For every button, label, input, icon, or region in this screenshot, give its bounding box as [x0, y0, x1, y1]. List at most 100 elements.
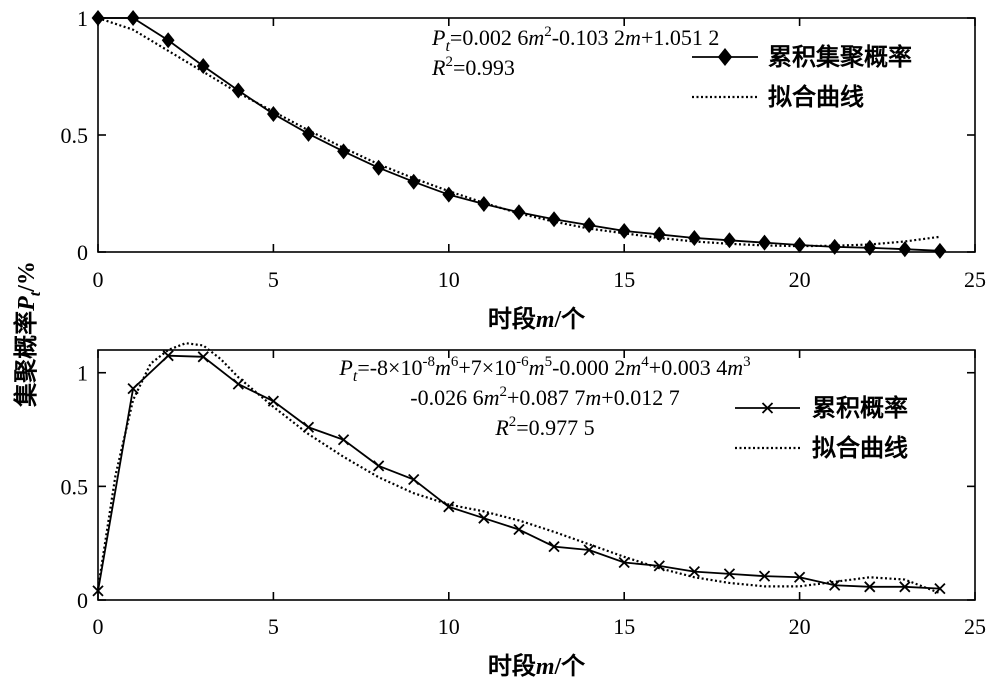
equation-segment: m	[585, 385, 601, 410]
data-point	[408, 473, 420, 486]
equation-segment: +7×10	[458, 355, 516, 380]
x-tick-label: 0	[93, 267, 104, 292]
x-tick-label: 25	[964, 267, 986, 292]
data-point	[302, 125, 315, 142]
equation-segment: R	[431, 55, 446, 80]
equation-segment: m	[625, 25, 641, 50]
equation-segment: P	[431, 25, 445, 50]
equation-segment: t	[445, 38, 450, 55]
y-axis-label-prefix: 集聚概率	[12, 311, 40, 408]
data-point	[899, 581, 911, 593]
equation-line: Pt​=0.002 6m2​-0.103 2m+1.051 2	[431, 24, 719, 55]
series-line-fit	[96, 342, 941, 595]
x-tick-label: 20	[789, 267, 811, 292]
x-tick-label: 25	[964, 614, 986, 639]
data-point	[758, 570, 771, 582]
data-point	[197, 351, 209, 363]
equation-segment: +1.051 2	[641, 25, 719, 50]
data-point	[828, 238, 842, 255]
legend-label: 拟合曲线	[768, 83, 864, 111]
data-point	[723, 568, 736, 580]
data-point	[373, 460, 385, 472]
x-axis-label-suffix: /个	[554, 653, 587, 680]
equation-top: Pt​=0.002 6m2​-0.103 2m+1.051 2R2​=0.993	[431, 24, 719, 80]
legend-label: 累积概率	[812, 394, 908, 422]
data-point	[723, 232, 736, 249]
data-point	[267, 105, 280, 122]
x-axis-label-top: 时段m/个	[488, 305, 586, 333]
equation-segment: m	[529, 355, 545, 380]
data-point	[337, 434, 350, 446]
data-point	[582, 217, 596, 234]
plot-frame	[97, 349, 976, 601]
equation-segment: m	[727, 355, 743, 380]
equation-bottom: Pt​=-8×10-8​m6​+7×10-6​m5​-0.000 2m4​+0.…	[338, 354, 750, 440]
x-axis-label-suffix: /个	[554, 306, 587, 333]
equation-segment: m	[484, 385, 500, 410]
equation-segment: 2	[544, 24, 552, 40]
equation-line: R2​=0.993	[431, 54, 515, 80]
y-tick-label: 0	[77, 588, 88, 613]
y-axis-label-var: P	[14, 296, 40, 312]
equation-segment: m	[528, 25, 544, 50]
x-tick-label: 20	[789, 614, 811, 639]
equation-segment: =-8×10	[357, 355, 422, 380]
data-point	[793, 571, 806, 583]
data-point	[583, 544, 595, 556]
equation-segment: -8	[422, 354, 435, 370]
x-axis-label-var: m	[536, 654, 555, 680]
equation-segment: -0.103 2	[552, 25, 625, 50]
equation-segment: m	[435, 355, 451, 380]
x-axis-label-text: 时段	[488, 652, 536, 680]
data-point	[161, 32, 175, 49]
equation-segment: =0.977 5	[516, 415, 594, 440]
data-point	[372, 159, 386, 176]
data-point	[652, 226, 666, 243]
x-axis-label-var: m	[536, 307, 555, 333]
equation-line: R2​=0.977 5	[494, 414, 594, 440]
data-point	[513, 523, 525, 536]
data-point	[337, 143, 350, 160]
data-point	[477, 196, 491, 213]
equation-segment: 2	[499, 384, 507, 400]
equation-segment: P	[338, 355, 352, 380]
data-point	[478, 512, 490, 524]
data-point	[793, 236, 806, 253]
data-point	[864, 581, 876, 593]
y-axis-label: 集聚概率Pt/%	[12, 261, 44, 408]
data-point	[442, 186, 456, 203]
equation-segment: R	[494, 415, 509, 440]
equation-segment: -0.000 2	[552, 355, 625, 380]
chart-panel-top: 0 5 10 15 20 25 0 0.5 1 Pt​=0.002 6m2​-0.103 2m+…	[61, 6, 987, 333]
y-tick-label: 0.5	[61, 123, 89, 148]
equation-segment: 5	[545, 354, 553, 370]
equation-segment: 4	[641, 354, 649, 370]
equation-segment: -6	[516, 354, 529, 370]
x-axis-label-bottom: 时段m/个	[488, 652, 586, 680]
equation-segment: 2	[445, 54, 453, 70]
data-point	[933, 242, 947, 259]
legend-label: 累积集聚概率	[768, 43, 912, 71]
equation-line: -0.026 6m2​+0.087 7m+0.012 7	[410, 384, 679, 410]
x-tick-label: 10	[438, 614, 460, 639]
data-point	[758, 234, 771, 251]
data-point	[196, 57, 210, 74]
data-point	[548, 540, 560, 553]
y-tick-label: 0	[77, 240, 88, 265]
data-point	[617, 222, 631, 239]
data-point	[688, 565, 700, 578]
equation-segment: =0.002 6	[450, 25, 528, 50]
x-axis-label-text: 时段	[488, 305, 536, 333]
equation-segment: 6	[451, 354, 459, 370]
y-axis-label-suffix: /%	[14, 261, 40, 293]
legend-label: 拟合曲线	[812, 434, 908, 462]
equation-line: Pt​=-8×10-8​m6​+7×10-6​m5​-0.000 2m4​+0.…	[338, 354, 750, 385]
data-point	[126, 10, 140, 26]
x-tick-label: 15	[613, 267, 635, 292]
x-tick-label: 5	[268, 267, 279, 292]
data-point	[443, 501, 455, 513]
data-point	[512, 204, 526, 221]
y-tick-label: 0.5	[61, 474, 89, 499]
